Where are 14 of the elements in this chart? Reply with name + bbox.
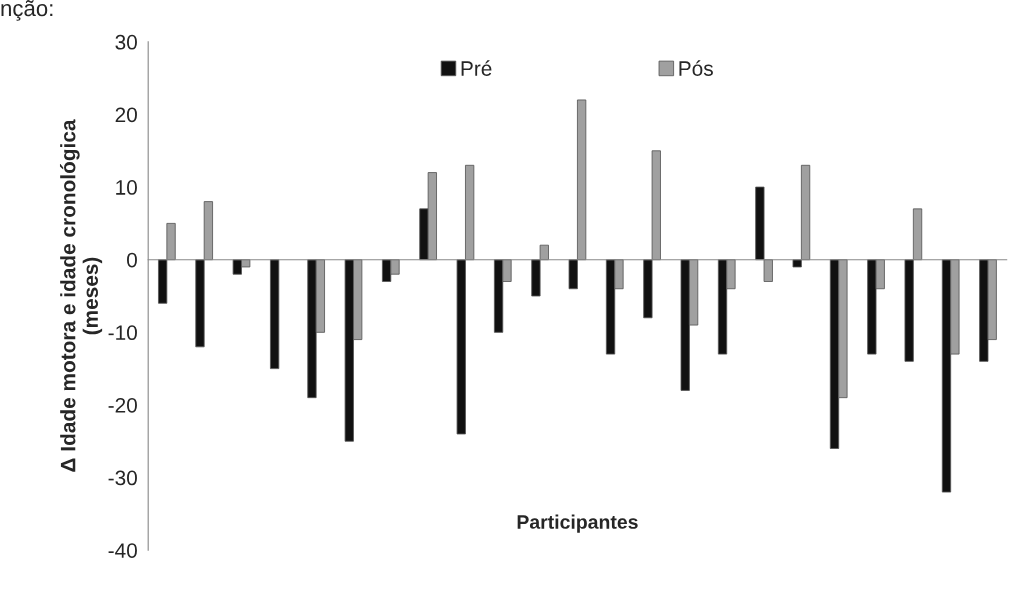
y-tick-label: 30 (115, 34, 137, 50)
y-tick-label: -10 (108, 325, 137, 341)
bar (270, 259, 280, 370)
legend-label: Pré (461, 60, 492, 76)
y-tick-label: -20 (108, 397, 137, 413)
y-tick-label: 20 (115, 107, 137, 123)
x-axis-title: Participantes (517, 514, 638, 533)
legend-label: Pós (679, 60, 713, 76)
y-axis-title: Δ Idade motora e idade cronológica (meses) (59, 119, 103, 472)
y-tick-label: 10 (116, 180, 137, 195)
text: nção: (1, 0, 53, 21)
y-tick-label: -40 (108, 543, 137, 558)
y-tick-label: 0 (127, 252, 137, 268)
y-tick-label: -30 (108, 470, 137, 486)
